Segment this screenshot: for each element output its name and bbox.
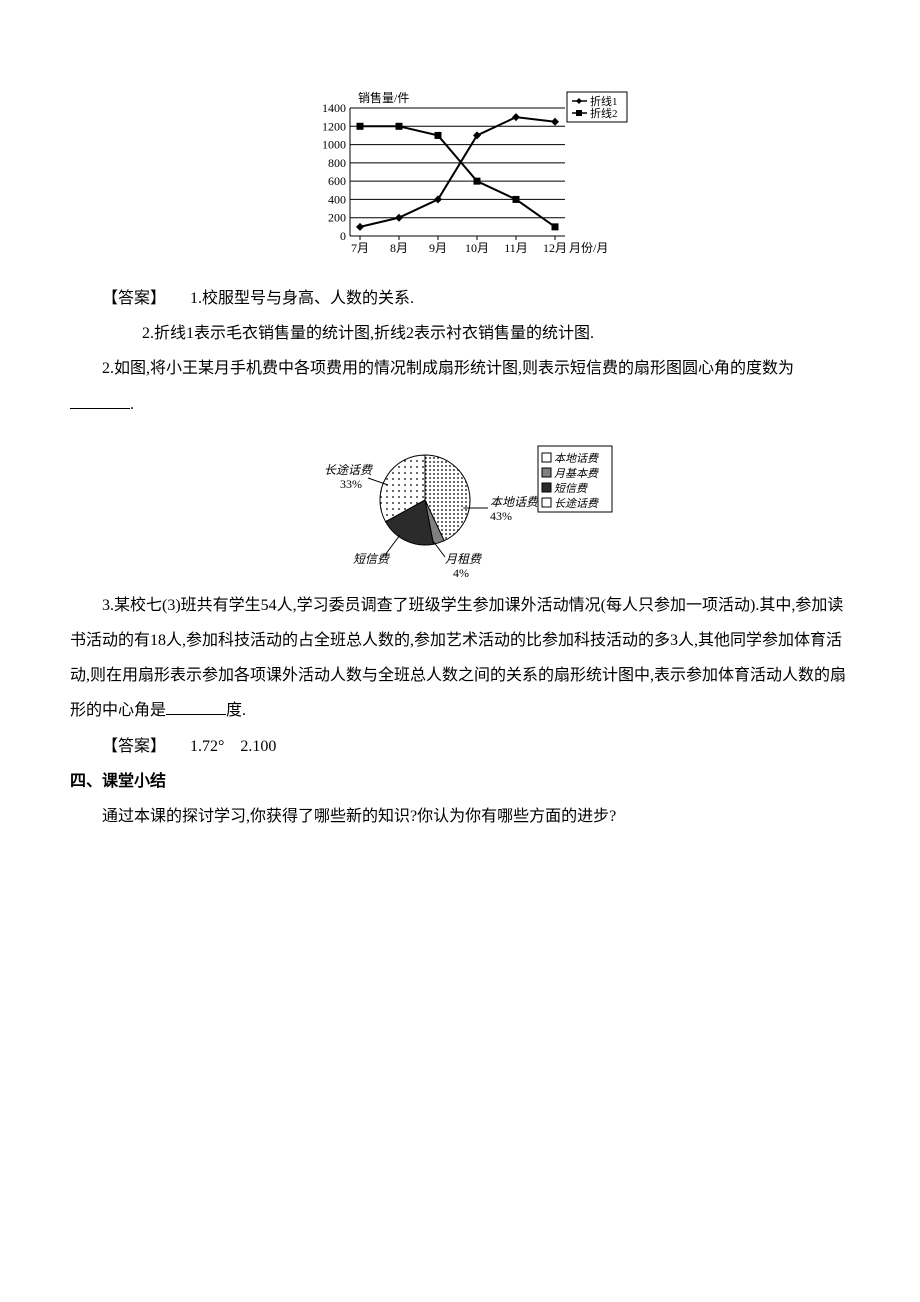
svg-text:1400: 1400: [322, 101, 346, 115]
svg-text:销售量/件: 销售量/件: [358, 90, 409, 105]
answer1-line1: 1.校服型号与身高、人数的关系.: [190, 290, 414, 307]
svg-text:800: 800: [328, 156, 346, 170]
svg-text:7月: 7月: [351, 241, 369, 255]
answer-label: 【答案】: [102, 290, 166, 307]
svg-text:本地话费: 本地话费: [490, 495, 539, 509]
svg-text:43%: 43%: [490, 509, 512, 523]
svg-text:9月: 9月: [429, 241, 447, 255]
answer-label-2: 【答案】: [102, 738, 166, 755]
section-4-heading: 四、课堂小结: [70, 764, 850, 799]
svg-text:4%: 4%: [453, 566, 469, 578]
svg-text:月租费: 月租费: [445, 552, 482, 566]
sales-line-chart: 0 200 400 600 800 1000 1200 1400 销售量/件 7月 8月 9月 10月 1…: [70, 86, 850, 271]
svg-text:400: 400: [328, 192, 346, 206]
svg-text:短信费: 短信费: [554, 482, 588, 495]
answer-block-23: 【答案】 1.72° 2.100: [70, 729, 850, 764]
svg-text:11月: 11月: [504, 241, 528, 255]
q2-text-b: .: [130, 396, 134, 413]
question-2: 2.如图,将小王某月手机费中各项费用的情况制成扇形统计图,则表示短信费的扇形图圆…: [70, 351, 850, 421]
svg-text:月基本费: 月基本费: [554, 467, 599, 480]
svg-text:600: 600: [328, 174, 346, 188]
q2-blank: [70, 392, 130, 409]
section-4-body: 通过本课的探讨学习,你获得了哪些新的知识?你认为你有哪些方面的进步?: [70, 799, 850, 834]
svg-text:12月: 12月: [543, 241, 567, 255]
pie-chart-svg: 本地话费43%月租费4%短信费长途话费33%本地话费月基本费短信费长途话费: [300, 428, 620, 578]
svg-text:33%: 33%: [340, 477, 362, 491]
svg-text:本地话费: 本地话费: [554, 452, 599, 465]
q2-text-a: 2.如图,将小王某月手机费中各项费用的情况制成扇形统计图,则表示短信费的扇形图圆…: [102, 360, 794, 377]
svg-text:1200: 1200: [322, 119, 346, 133]
q3-text-b: 度.: [226, 702, 246, 719]
svg-text:200: 200: [328, 211, 346, 225]
svg-text:长途话费: 长途话费: [324, 463, 373, 477]
answer-block-1: 【答案】 1.校服型号与身高、人数的关系.: [70, 281, 850, 316]
q3-blank: [166, 698, 226, 715]
phone-fee-pie-chart: 本地话费43%月租费4%短信费长途话费33%本地话费月基本费短信费长途话费: [70, 428, 850, 578]
answer23-text: 1.72° 2.100: [190, 738, 276, 755]
svg-text:8月: 8月: [390, 241, 408, 255]
svg-text:0: 0: [340, 229, 346, 243]
question-3: 3.某校七(3)班共有学生54人,学习委员调查了班级学生参加课外活动情况(每人只…: [70, 588, 850, 729]
answer1-line2: 2.折线1表示毛衣销售量的统计图,折线2表示衬衣销售量的统计图.: [142, 325, 594, 342]
svg-text:折线2: 折线2: [590, 106, 618, 120]
svg-text:10月: 10月: [465, 241, 489, 255]
svg-text:月份/月: 月份/月: [569, 241, 608, 255]
svg-text:1000: 1000: [322, 138, 346, 152]
line-chart-svg: 0 200 400 600 800 1000 1200 1400 销售量/件 7月 8月 9月 10月 1…: [290, 86, 630, 271]
answer1-line2-wrap: 2.折线1表示毛衣销售量的统计图,折线2表示衬衣销售量的统计图.: [70, 316, 850, 351]
svg-text:折线1: 折线1: [590, 94, 618, 108]
svg-text:短信费: 短信费: [353, 552, 390, 566]
svg-text:长途话费: 长途话费: [554, 497, 599, 510]
